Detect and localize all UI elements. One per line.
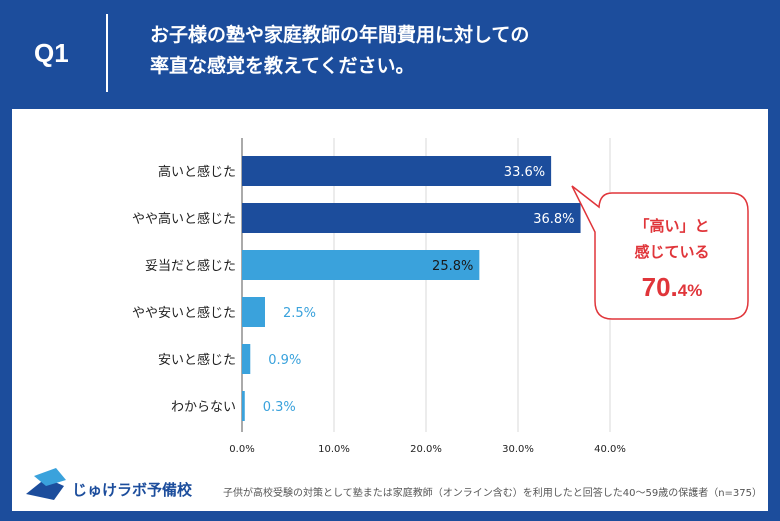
header-divider	[106, 14, 108, 92]
logo: じゅけラボ予備校	[26, 468, 193, 500]
x-tick-label: 30.0%	[502, 444, 534, 455]
header: Q1 お子様の塾や家庭教師の年間費用に対しての 率直な感覚を教えてください。	[0, 0, 780, 100]
callout-bubble	[571, 185, 749, 320]
category-label: 妥当だと感じた	[145, 258, 236, 274]
labels: 0.0% 10.0% 20.0% 30.0% 40.0% 高いと感じた 33.6% やや高いと…	[132, 164, 626, 455]
callout-value: 70.4%	[642, 272, 703, 302]
callout-line-2: 感じている	[634, 243, 709, 261]
bar	[242, 391, 245, 421]
x-tick-label: 10.0%	[318, 444, 350, 455]
category-label: わからない	[171, 400, 236, 415]
grid	[241, 138, 611, 432]
category-label: やや高いと感じた	[132, 211, 236, 227]
category-label: 高いと感じた	[158, 164, 236, 180]
x-tick-label: 20.0%	[410, 444, 442, 455]
data-label: 33.6%	[504, 165, 545, 180]
bar	[242, 297, 265, 327]
callout: 「高い」と 感じている 70.4%	[571, 185, 749, 320]
bar	[242, 156, 552, 186]
bar	[242, 203, 581, 233]
question-line-1: お子様の塾や家庭教師の年間費用に対しての	[150, 24, 530, 46]
bar	[242, 344, 251, 374]
logo-accent-icon	[34, 468, 66, 486]
callout-line-1: 「高い」と	[634, 217, 709, 235]
x-tick-label: 0.0%	[229, 444, 254, 455]
data-label: 36.8%	[533, 212, 574, 227]
bars	[242, 156, 581, 421]
question-number: Q1	[34, 38, 69, 68]
x-tick-label: 40.0%	[594, 444, 626, 455]
data-label: 0.3%	[263, 400, 296, 415]
bar	[242, 250, 480, 280]
logo-text: じゅけラボ予備校	[72, 481, 193, 499]
category-label: やや安いと感じた	[132, 305, 236, 321]
data-label: 2.5%	[283, 306, 316, 321]
logo-book-icon	[26, 478, 64, 500]
question-title: お子様の塾や家庭教師の年間費用に対しての 率直な感覚を教えてください。	[150, 20, 529, 82]
data-label: 0.9%	[268, 353, 301, 368]
data-label: 25.8%	[432, 259, 473, 274]
footnote: 子供が高校受験の対策として塾または家庭教師（オンライン含む）を利用したと回答した…	[223, 486, 762, 499]
question-line-2: 率直な感覚を教えてください。	[150, 55, 415, 77]
category-label: 安いと感じた	[158, 352, 236, 368]
